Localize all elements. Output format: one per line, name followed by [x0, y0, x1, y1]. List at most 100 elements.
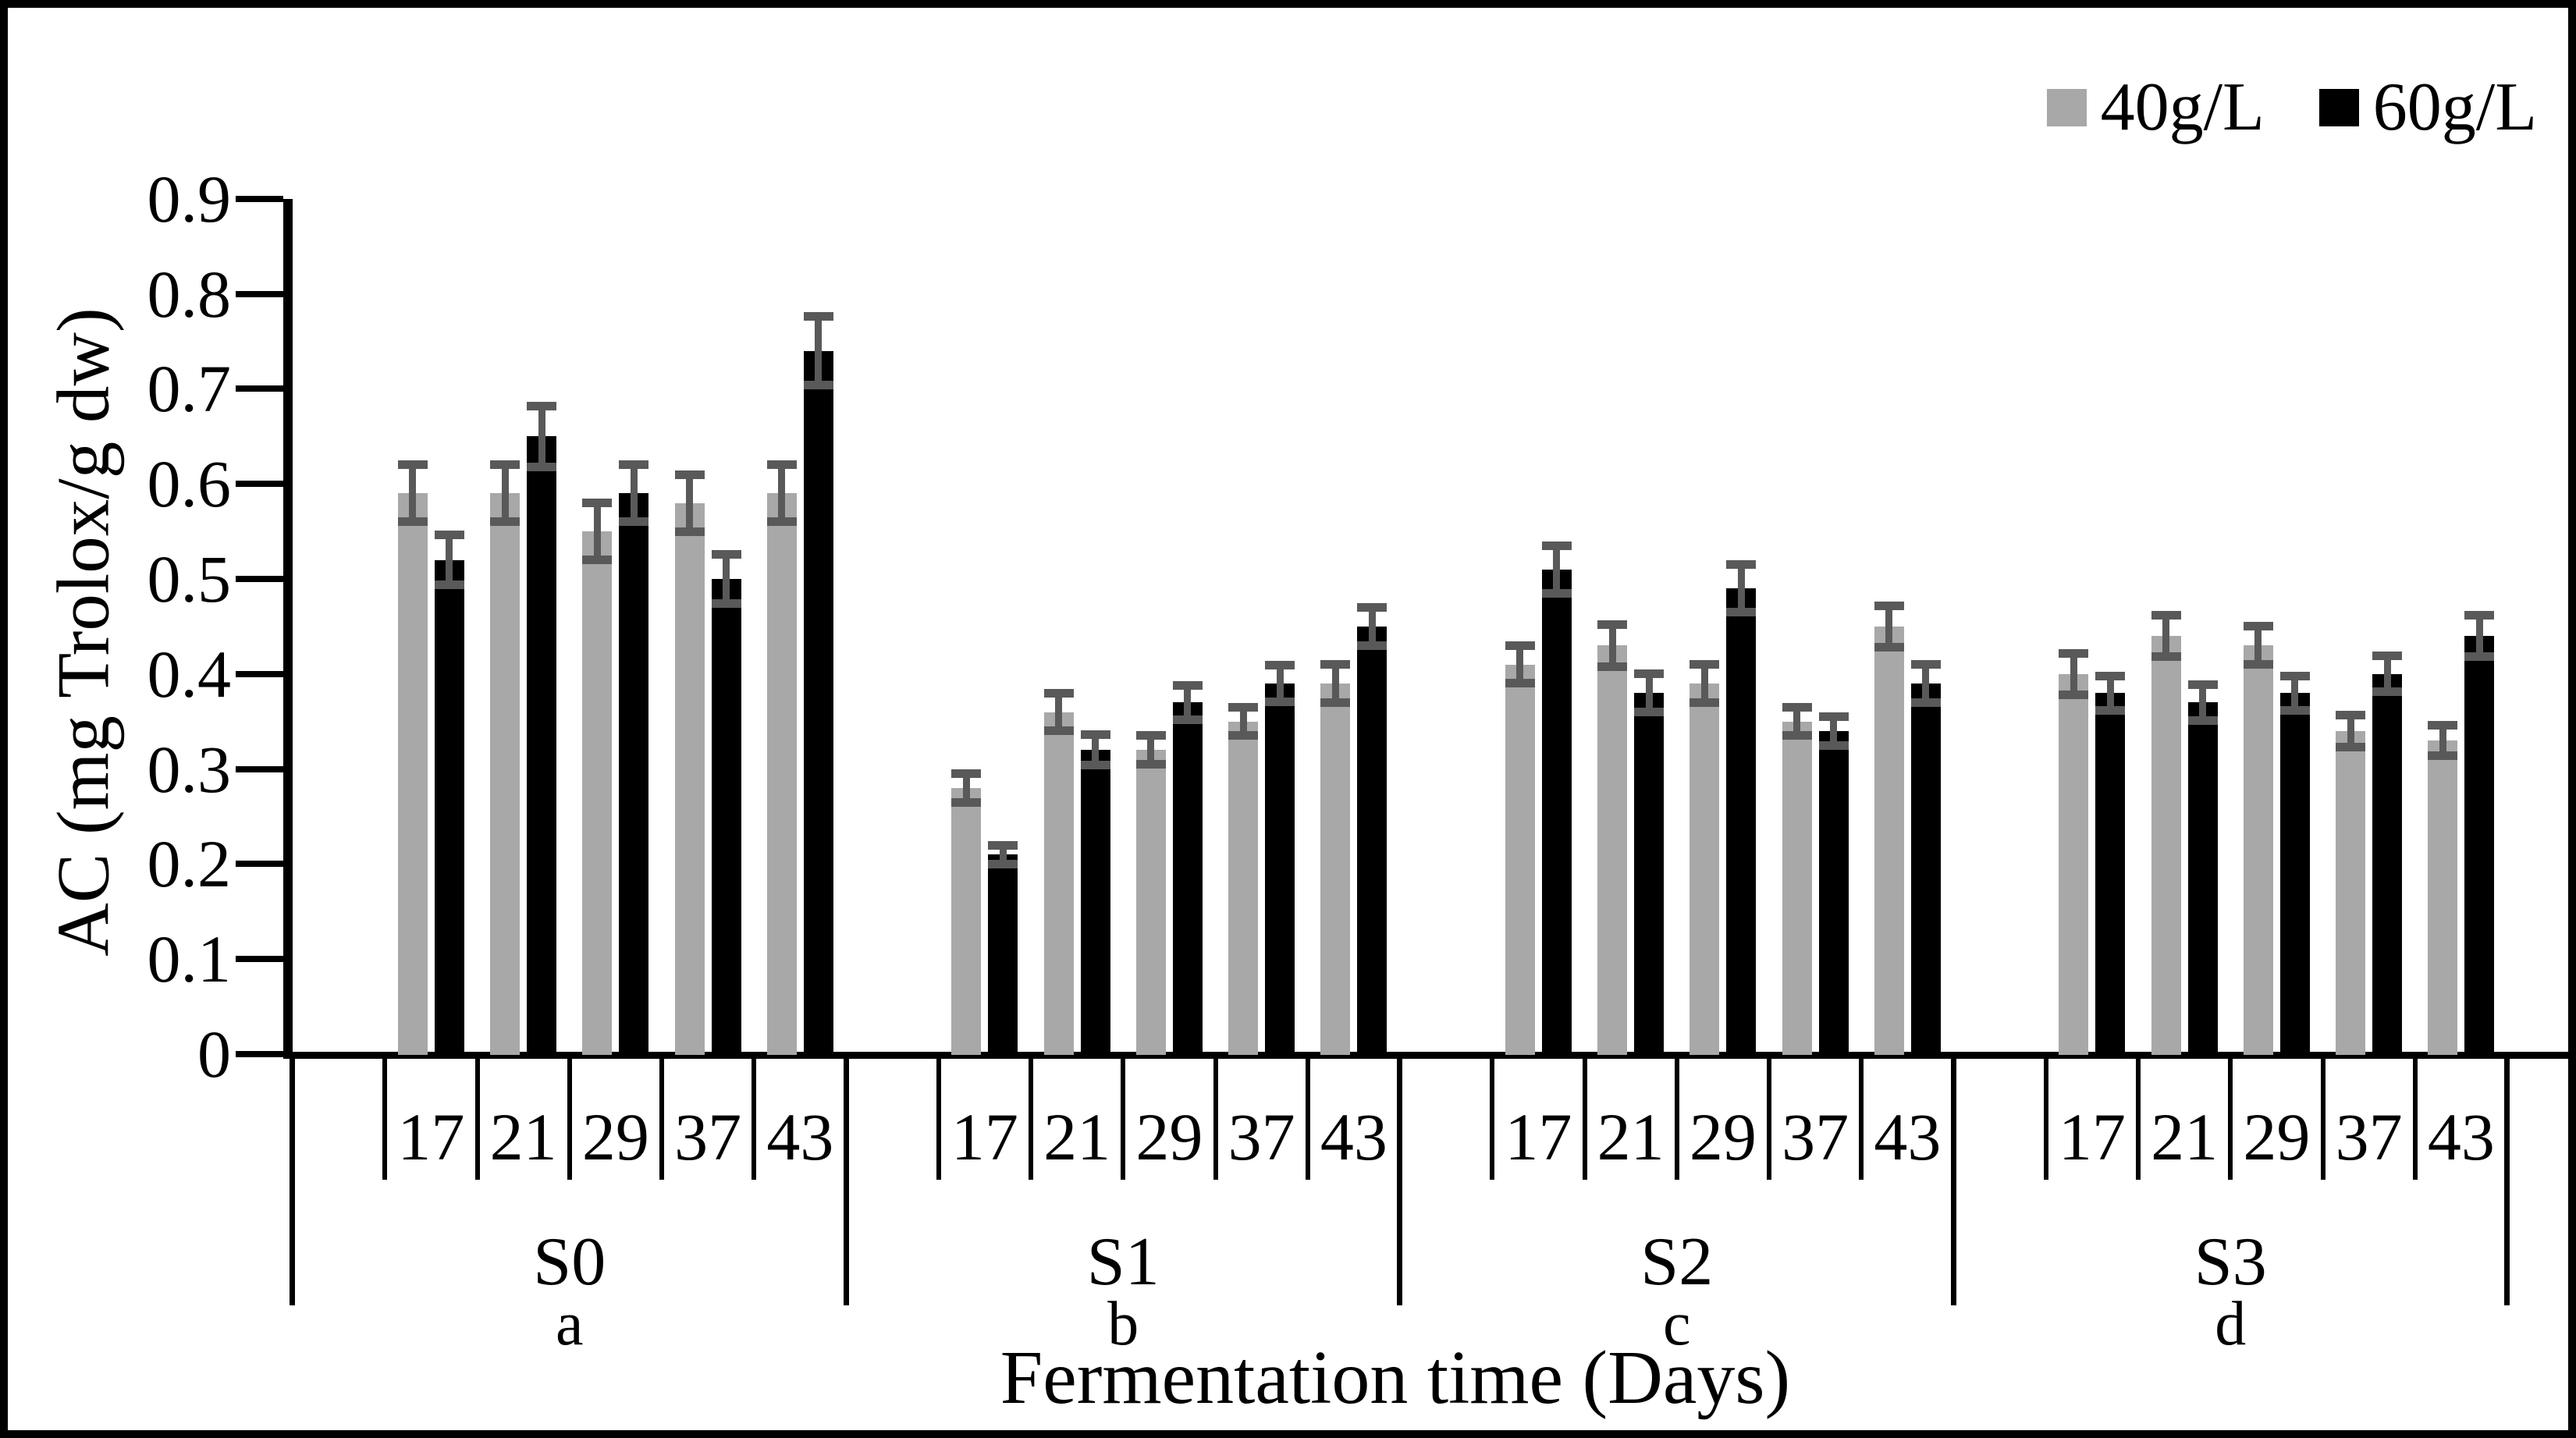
bar-40g/L-S3-29: [2243, 645, 2273, 1055]
group-label: S2: [1640, 1224, 1714, 1300]
bar-40g/L-S2-37: [1782, 721, 1812, 1055]
error-bar-line: [2439, 725, 2446, 756]
error-bar-cap-bottom: [2187, 715, 2218, 725]
error-bar-cap-top: [1597, 620, 1628, 629]
error-bar-cap-top: [619, 460, 649, 470]
legend-item-40gL: 40g/L: [2046, 72, 2265, 144]
bar-40g/L-S3-21: [2151, 636, 2181, 1055]
day-separator: [567, 1055, 572, 1180]
error-bar-cap-bottom: [2059, 691, 2089, 700]
error-bar-cap-bottom: [1320, 698, 1351, 707]
error-bar-line: [1922, 664, 1930, 703]
bar-60g/L-S1-43: [1357, 626, 1387, 1055]
bar-40g/L-S1-37: [1228, 721, 1259, 1055]
bar-60g/L-S3-21: [2187, 702, 2218, 1055]
bar-60g/L-S1-21: [1080, 750, 1110, 1055]
bar-60g/L-S0-29: [619, 493, 649, 1055]
y-tick: [236, 385, 283, 392]
day-label: 43: [1320, 1099, 1387, 1174]
error-bar-line: [1553, 545, 1561, 594]
error-bar-line: [1608, 624, 1616, 667]
day-separator: [751, 1055, 757, 1180]
error-bar-line: [1368, 607, 1376, 646]
error-bar-cap-top: [2464, 610, 2495, 620]
error-bar-cap-top: [803, 312, 833, 321]
y-tick-label: 0.2: [147, 826, 232, 902]
error-bar-cap-top: [434, 531, 464, 540]
bar-60g/L-S0-43: [803, 350, 833, 1055]
group-letter: c: [1662, 1290, 1691, 1358]
group-divider: [843, 1055, 849, 1305]
day-separator: [2043, 1055, 2048, 1180]
bar-60g/L-S2-37: [1818, 730, 1849, 1055]
error-bar-cap-top: [1228, 702, 1259, 712]
error-bar-cap-top: [2187, 680, 2218, 689]
error-bar-cap-bottom: [2243, 660, 2273, 669]
error-bar-line: [593, 502, 601, 560]
error-bar-cap-top: [1172, 680, 1203, 690]
error-bar-cap-bottom: [803, 381, 833, 390]
y-tick-label: 0.7: [147, 351, 232, 427]
error-bar-cap-top: [582, 499, 613, 508]
bar-40g/L-S1-21: [1043, 712, 1074, 1055]
error-bar-line: [1147, 735, 1155, 765]
error-bar-cap-top: [1874, 601, 1904, 610]
day-label: 17: [950, 1099, 1018, 1174]
y-tick: [236, 481, 283, 488]
y-tick-label: 0.9: [147, 161, 232, 236]
error-bar-cap-bottom: [434, 580, 464, 589]
error-bar-cap-top: [711, 549, 741, 559]
day-label: 37: [1782, 1099, 1849, 1174]
error-bar-cap-top: [2279, 671, 2310, 680]
error-bar-cap-bottom: [1782, 731, 1812, 740]
day-separator: [1859, 1055, 1864, 1180]
y-tick: [236, 195, 283, 202]
error-bar-cap-top: [1043, 688, 1074, 698]
error-bar-line: [1793, 707, 1801, 736]
error-bar-line: [778, 464, 786, 522]
error-bar-cap-bottom: [1634, 708, 1665, 717]
error-bar-line: [2347, 715, 2354, 747]
error-bar-line: [630, 464, 638, 522]
y-tick: [236, 765, 283, 772]
error-bar-line: [1700, 664, 1708, 703]
error-bar-cap-bottom: [527, 462, 557, 471]
error-bar-cap-bottom: [674, 527, 705, 536]
day-label: 43: [1874, 1099, 1942, 1174]
error-bar-cap-top: [1080, 730, 1110, 740]
day-label: 21: [489, 1099, 557, 1174]
error-bar-line: [1276, 665, 1284, 702]
day-separator: [1029, 1055, 1033, 1180]
error-bar-cap-bottom: [2336, 743, 2366, 752]
group-label: S3: [2194, 1224, 2267, 1300]
bar-40g/L-S2-29: [1690, 683, 1720, 1055]
error-bar-line: [2383, 655, 2391, 692]
bar-60g/L-S2-29: [1726, 588, 1757, 1055]
y-tick-label: 0.1: [147, 921, 232, 997]
error-bar-cap-top: [988, 840, 1018, 850]
error-bar-cap-top: [2243, 622, 2273, 631]
error-bar-cap-top: [1357, 603, 1387, 612]
error-bar-cap-bottom: [951, 797, 982, 807]
group-divider: [1397, 1055, 1402, 1305]
error-bar-cap-bottom: [1172, 715, 1203, 724]
day-separator: [382, 1055, 388, 1180]
error-bar-cap-top: [1541, 541, 1572, 550]
bar-40g/L-S3-37: [2336, 730, 2366, 1055]
error-bar-line: [538, 406, 545, 467]
error-bar-line: [2162, 615, 2170, 657]
error-bar-cap-top: [1265, 661, 1295, 670]
legend-item-60gL: 60g/L: [2318, 69, 2537, 145]
error-bar-line: [1184, 685, 1192, 720]
day-label: 29: [581, 1099, 649, 1174]
day-label: 21: [1597, 1099, 1665, 1174]
error-bar-cap-bottom: [1690, 698, 1720, 707]
group-label: S0: [533, 1224, 606, 1300]
y-tick-label: 0.4: [147, 636, 232, 712]
day-separator: [2136, 1055, 2141, 1180]
error-bar-cap-top: [2095, 671, 2126, 680]
y-tick-label: 0: [197, 1017, 231, 1092]
bar-40g/L-S0-17: [397, 493, 428, 1055]
legend-label-60gL: 60g/L: [2372, 69, 2537, 145]
error-bar-cap-bottom: [1135, 760, 1166, 769]
